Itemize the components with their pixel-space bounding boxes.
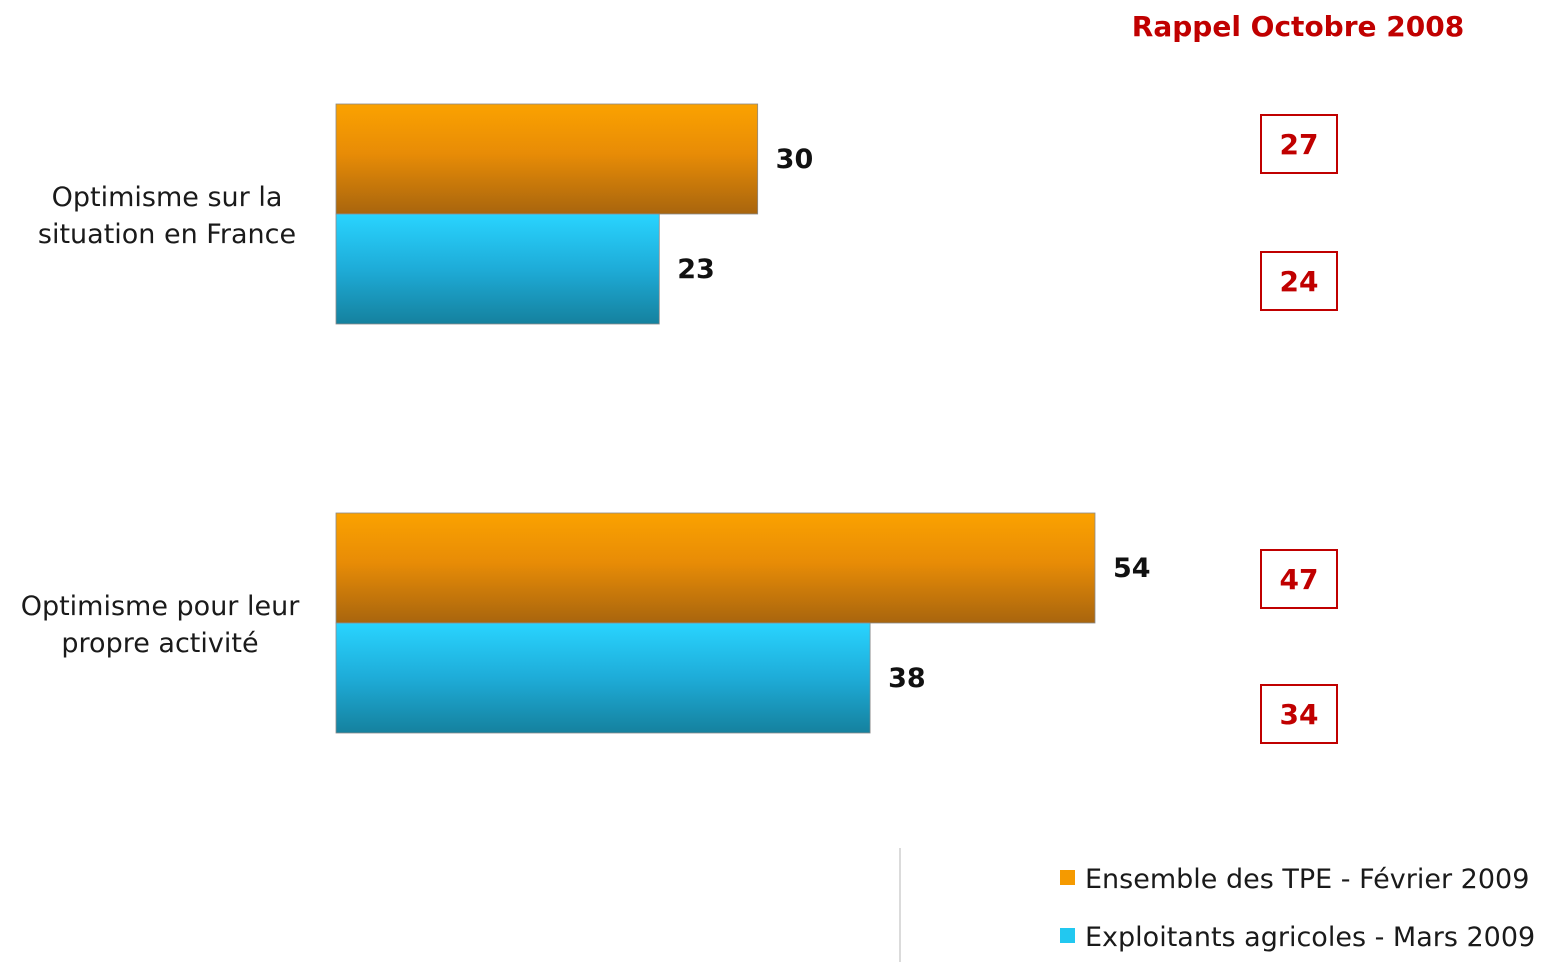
legend-swatch (1060, 870, 1075, 885)
data-label: 30 (776, 144, 814, 175)
recall-value: 27 (1280, 128, 1319, 161)
bar (335, 622, 871, 734)
bar (335, 103, 759, 215)
recall-title: Rappel Octobre 2008 (1132, 10, 1464, 43)
bar (335, 512, 1096, 624)
data-label: 38 (888, 663, 926, 694)
legend-label: Exploitants agricoles - Mars 2009 (1085, 922, 1535, 953)
recall-values: 27 24 47 34 (1260, 114, 1338, 744)
category-label-line: situation en France (38, 219, 296, 250)
plot-area: Optimisme sur la situation en France 30 23 O… (21, 103, 1151, 734)
data-label: 23 (677, 254, 715, 285)
legend-label: Ensemble des TPE - Février 2009 (1085, 864, 1529, 895)
recall-box (1260, 114, 1338, 174)
category-label: Optimisme sur la situation en France (38, 182, 296, 250)
bar (335, 213, 660, 325)
category-label-line: Optimisme sur la (52, 182, 283, 213)
data-label: 54 (1113, 553, 1151, 584)
recall-box (1260, 549, 1338, 609)
recall-value: 47 (1280, 563, 1319, 596)
recall-value: 24 (1280, 265, 1319, 298)
category-label-line: propre activité (61, 628, 258, 659)
category-label: Optimisme pour leur propre activité (21, 591, 301, 659)
legend-swatch (1060, 928, 1075, 943)
recall-value: 34 (1280, 698, 1319, 731)
legend: Ensemble des TPE - Février 2009 Exploitan… (1060, 864, 1535, 953)
category-label-line: Optimisme pour leur (21, 591, 301, 622)
recall-box (1260, 251, 1338, 311)
recall-box (1260, 684, 1338, 744)
